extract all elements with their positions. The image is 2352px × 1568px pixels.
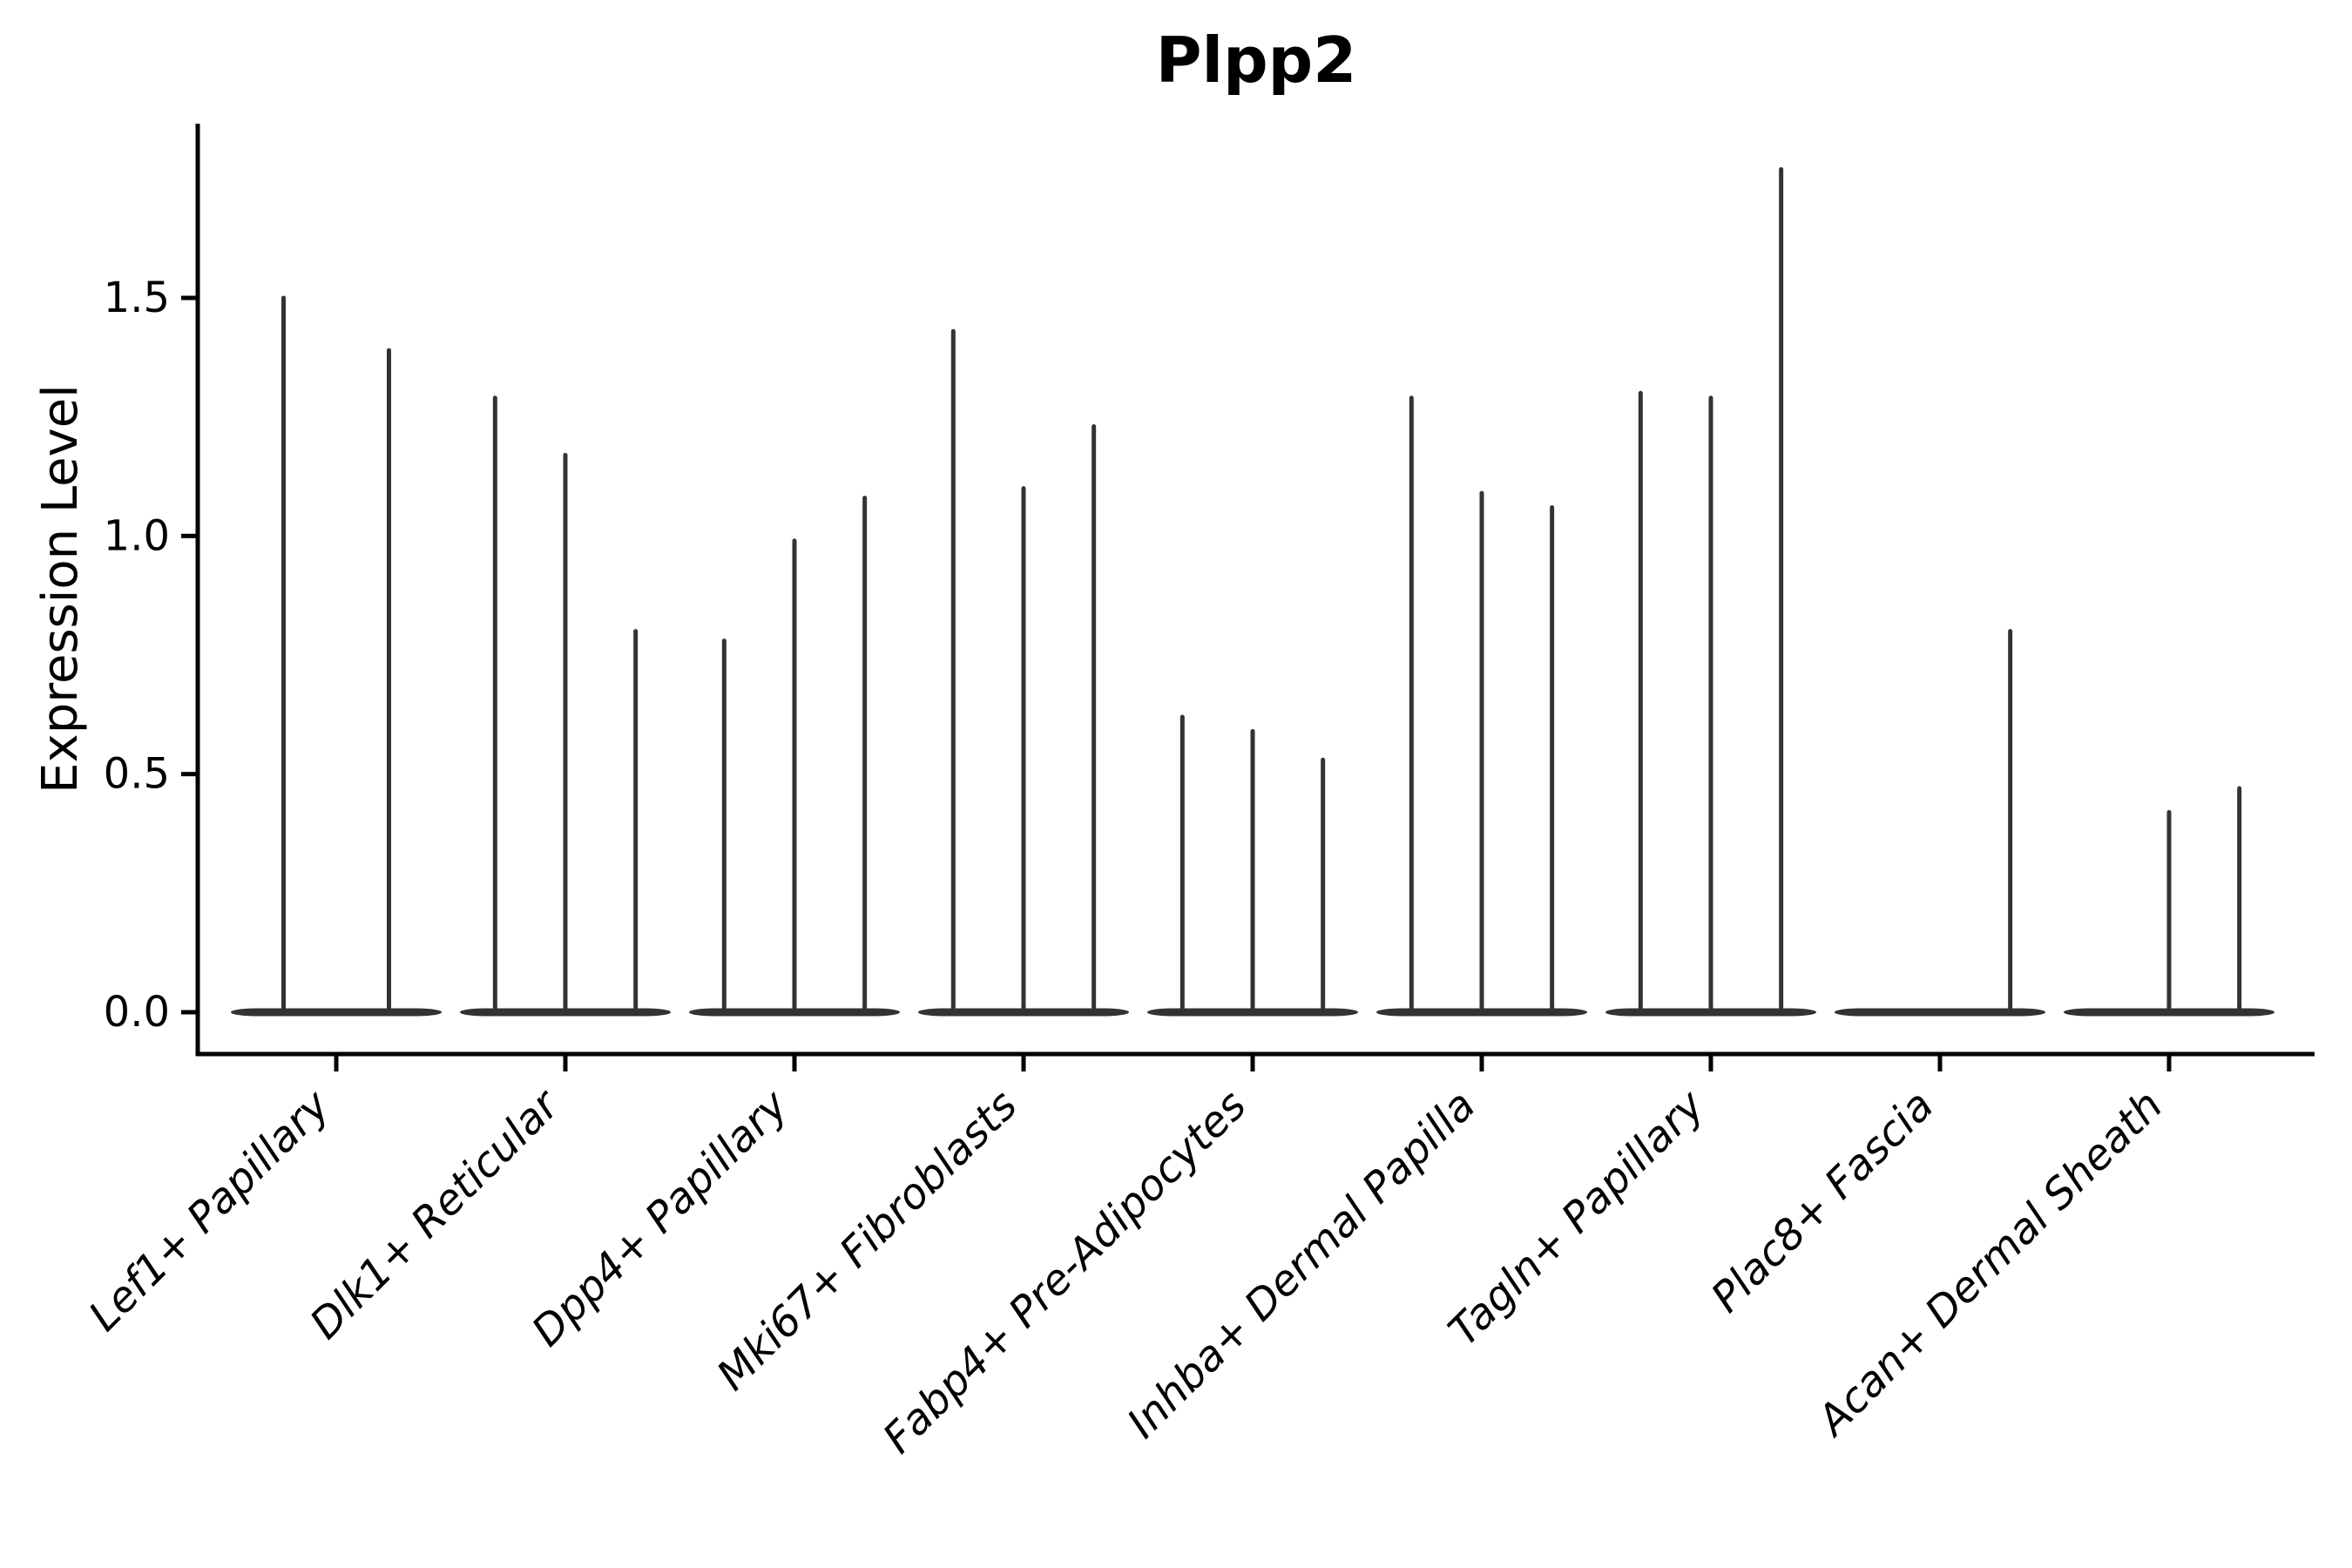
x-category-label: Fabp4+ Pre-Adipocytes [874,1081,1256,1463]
y-tick-label: 0.5 [104,750,170,799]
violin-base [231,1008,442,1017]
x-category-label: Lef1+ Papillary [79,1080,340,1341]
y-tick-label: 1.5 [104,274,170,322]
plot-title: Plpp2 [1155,24,1357,97]
x-category-label: Plac8+ Fascia [1702,1081,1943,1322]
violin-base [1835,1008,2045,1017]
x-category-label: Dlk1+ Reticular [301,1079,571,1349]
x-category-label: Dpp4+ Papillary [523,1080,798,1355]
y-tick-label: 0.0 [104,988,170,1037]
y-tick-label: 1.0 [104,511,170,560]
x-category-label: Tagln+ Papillary [1439,1080,1714,1355]
